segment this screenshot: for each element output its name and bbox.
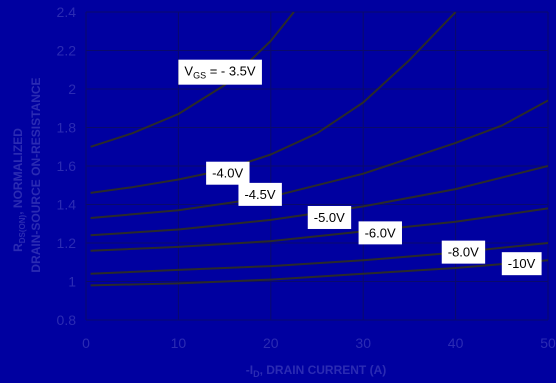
curve-label-text: -6.0V [365, 225, 396, 240]
curve-label-6: -10V [501, 252, 542, 276]
y-tick-label: 1.4 [57, 197, 77, 213]
curve-label-4: -6.0V [358, 221, 402, 245]
y-tick-label: 1 [68, 274, 76, 290]
curve-label-text: -4.0V [212, 166, 243, 181]
series-line-6 [90, 259, 548, 287]
x-axis-title-sub: D [253, 369, 260, 379]
y-axis-title-line1: RDS(ON), NORMALIZED [11, 128, 27, 252]
y-tick-label: 1.6 [57, 158, 77, 174]
curve-label-box [501, 252, 542, 276]
y-tick-label: 2.4 [57, 4, 77, 20]
curve-label-5: -8.0V [441, 240, 486, 264]
curve-label-box [178, 59, 262, 85]
tick-labels: 0 10 20 30 40 50 0.8 1 1.2 1.4 1.6 1.8 2 2.2 2.4 [57, 4, 556, 351]
curve-labels: VGS = - 3.5V -4.0V-4.5V -5.0V -6.0V -8.0V -10… [178, 59, 542, 276]
y-axis-title-sub: DS(ON) [18, 214, 27, 243]
grid-lines [85, 11, 549, 321]
curve-label-text: -4.5V [244, 187, 275, 202]
y-tick-label: 2 [68, 81, 76, 97]
curve-label-text: -8.0V [448, 245, 479, 260]
x-tick-label: 30 [355, 335, 371, 351]
x-tick-label: 10 [171, 335, 187, 351]
curve-label-text: VGS = - 3.5V [184, 64, 256, 81]
x-tick-label: 0 [82, 335, 90, 351]
curve-label-text: -5.0V [314, 210, 345, 225]
y-tick-label: 1.8 [57, 120, 77, 136]
curve-label-0: VGS = - 3.5V [178, 59, 262, 85]
y-tick-label: 1.2 [57, 235, 77, 251]
series-line-0 [90, 12, 295, 148]
series-line-2 [90, 99, 548, 219]
curve-label-2: -4.5V [238, 182, 282, 206]
x-tick-label: 40 [448, 335, 464, 351]
x-tick-label: 50 [540, 335, 556, 351]
y-tick-label: 2.2 [57, 43, 77, 59]
y-tick-label: 0.8 [57, 312, 77, 328]
curve-label-3: -5.0V [307, 205, 352, 229]
x-axis-title: -ID, DRAIN CURRENT (A) [246, 363, 387, 379]
curve-label-text: -10V [508, 256, 536, 271]
x-tick-label: 20 [263, 335, 279, 351]
series-line-1 [90, 12, 457, 194]
curve-label-box [358, 221, 402, 245]
curve-label-box [238, 182, 282, 206]
curve-label-box [441, 240, 486, 264]
series-line-4 [90, 207, 548, 252]
curve-label-box [206, 161, 250, 185]
curve-label-box [307, 205, 352, 229]
curve-label-1: -4.0V [206, 161, 250, 185]
y-axis-title-line2: DRAIN-SOURCE ON-RESISTANCE [29, 77, 43, 272]
